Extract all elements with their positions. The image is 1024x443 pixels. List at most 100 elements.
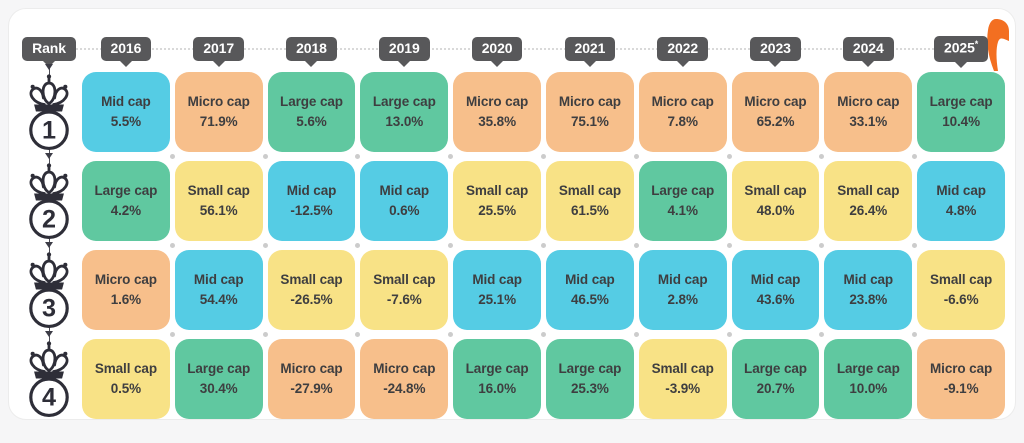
- segment-return-value: 4.1%: [667, 203, 698, 218]
- header-cell-year: 2017: [175, 35, 263, 68]
- segment-cell: Mid cap 4.8%: [917, 161, 1005, 241]
- segment-return-value: 33.1%: [849, 114, 888, 129]
- segment-cell: Micro cap 1.6%: [82, 250, 175, 337]
- segment-cell: Micro cap 65.2%: [731, 72, 825, 159]
- segment-category-label: Small cap: [280, 271, 343, 287]
- year-badge-2019: 2019: [378, 36, 430, 68]
- segment-return-value: 71.9%: [199, 114, 238, 129]
- header-cell-year: 2025*: [917, 35, 1005, 68]
- header-cell-year: 2020: [453, 35, 541, 68]
- segment-return-value: 10.0%: [849, 381, 888, 396]
- segment-category-label: Mid cap: [936, 182, 986, 198]
- segment-return-value: 54.4%: [199, 292, 238, 307]
- segment-return-value: 23.8%: [849, 292, 888, 307]
- segment-return-value: 26.4%: [849, 203, 888, 218]
- segment-cell: Micro cap -24.8%: [360, 339, 449, 419]
- segment-return-value: 46.5%: [571, 292, 609, 307]
- segment-category-label: Micro cap: [94, 271, 157, 287]
- year-badge-2016: 2016: [100, 36, 152, 68]
- segment-return-value: 7.8%: [667, 114, 698, 129]
- segment-return-value: -26.5%: [290, 292, 333, 307]
- segment-category-label: Small cap: [94, 360, 157, 376]
- segment-cell: Large cap 16.0%: [453, 339, 541, 419]
- segment-cell: Micro cap 33.1%: [824, 72, 917, 159]
- segment-return-value: 0.5%: [110, 381, 142, 396]
- segment-cell: Mid cap 46.5%: [546, 250, 639, 337]
- year-badge-label: 2020: [481, 39, 513, 56]
- segment-category-label: Small cap: [373, 271, 436, 287]
- segment-cell: Large cap 10.4%: [917, 72, 1005, 152]
- segment-return-value: 48.0%: [756, 203, 795, 218]
- segment-return-value: 65.2%: [756, 114, 795, 129]
- year-badge-label: 2017: [203, 39, 235, 56]
- segment-cell: Micro cap -9.1%: [917, 339, 1005, 419]
- segment-cell: Micro cap 71.9%: [174, 72, 268, 159]
- header-cell-year: 2023: [732, 35, 820, 68]
- segment-return-value: 5.5%: [110, 114, 142, 129]
- year-badge-2018: 2018: [286, 36, 337, 68]
- segment-category-label: Large cap: [558, 360, 622, 376]
- year-badge-label: 2022: [667, 39, 699, 56]
- segment-cell: Large cap 13.0%: [360, 72, 453, 159]
- segment-return-value: 0.6%: [389, 203, 420, 218]
- segment-return-value: 25.3%: [571, 381, 609, 396]
- year-badge-2021: 2021: [564, 36, 616, 68]
- segment-cell: Mid cap 5.5%: [82, 72, 175, 159]
- segment-return-value: 4.2%: [110, 203, 142, 218]
- year-badge-label: 2019: [388, 39, 420, 56]
- segment-return-value: 30.4%: [199, 381, 238, 396]
- segment-cell: Large cap 4.2%: [82, 161, 175, 248]
- segment-return-value: 25.5%: [478, 203, 516, 218]
- segment-category-label: Large cap: [651, 182, 715, 198]
- segment-return-value: -3.9%: [665, 381, 701, 396]
- segment-category-label: Large cap: [836, 360, 900, 376]
- segment-category-label: Micro cap: [651, 93, 714, 109]
- segment-category-label: Mid cap: [286, 182, 337, 198]
- year-badge-label: 2023: [760, 39, 791, 56]
- segment-category-label: Mid cap: [843, 271, 894, 287]
- header-cell-year: 2018: [268, 35, 356, 68]
- segment-cell: Mid cap 0.6%: [360, 161, 453, 248]
- segment-cell: Small cap 48.0%: [731, 161, 825, 248]
- segment-cell: Small cap -6.6%: [917, 250, 1005, 330]
- rank-number: 3: [42, 295, 56, 323]
- rank-badge-label: Rank: [32, 39, 66, 56]
- ranking-grid: Rank 2016 2017 2018 2019 2020 2021 2022 2023 2024…: [9, 9, 1015, 419]
- rank-badge: Rank: [22, 36, 76, 68]
- segment-return-value: 25.1%: [478, 292, 516, 307]
- segment-cell: Small cap 26.4%: [824, 161, 917, 248]
- segment-return-value: 4.8%: [945, 203, 977, 218]
- segment-cell: Micro cap 35.8%: [453, 72, 546, 159]
- year-badge-2023: 2023: [750, 36, 801, 68]
- segment-cell: Micro cap -27.9%: [267, 339, 356, 419]
- segment-return-value: 2.8%: [667, 292, 698, 307]
- year-badge-2017: 2017: [193, 36, 245, 68]
- segment-cell: Small cap -3.9%: [638, 339, 727, 419]
- segment-category-label: Large cap: [187, 360, 251, 376]
- year-badge-label: 2025: [944, 40, 975, 57]
- year-badge-label: 2024: [852, 39, 884, 56]
- header-cell-rank: Rank: [21, 35, 77, 68]
- segment-category-label: Micro cap: [558, 93, 621, 109]
- segment-category-label: Mid cap: [472, 271, 522, 287]
- segment-return-value: 10.4%: [942, 114, 980, 129]
- segment-return-value: -7.6%: [386, 292, 422, 307]
- crown-rank-medal-icon: 4: [29, 341, 69, 417]
- header-cell-year: 2019: [360, 35, 448, 68]
- year-badge-label: 2021: [574, 39, 606, 56]
- segment-category-label: Mid cap: [193, 271, 244, 287]
- segment-category-label: Large cap: [94, 182, 158, 198]
- year-badge-2024: 2024: [842, 36, 894, 68]
- segment-return-value: 20.7%: [756, 381, 795, 396]
- segment-category-label: Large cap: [744, 360, 807, 376]
- segment-cell: Mid cap 25.1%: [453, 250, 546, 337]
- segment-category-label: Mid cap: [379, 182, 430, 198]
- segment-cell: Large cap 20.7%: [731, 339, 820, 419]
- segment-return-value: 16.0%: [478, 381, 516, 396]
- segment-cell: Mid cap 23.8%: [824, 250, 917, 337]
- segment-cell: Small cap 25.5%: [453, 161, 546, 248]
- segment-return-value: 75.1%: [571, 114, 609, 129]
- segment-return-value: -12.5%: [290, 203, 333, 218]
- header-cell-year: 2016: [82, 35, 170, 68]
